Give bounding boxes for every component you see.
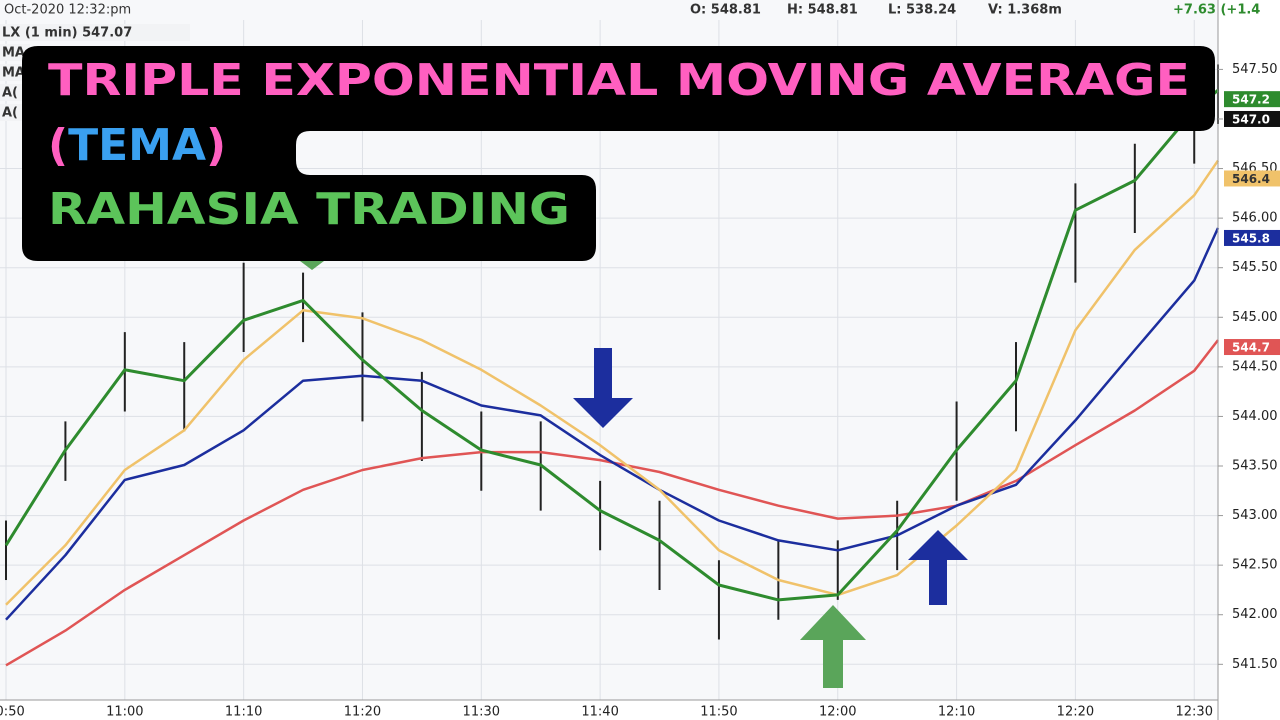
arrow-down (300, 261, 324, 270)
price-tag (1224, 339, 1280, 356)
price-tag-label: 544.7 (1232, 341, 1270, 355)
y-tick-label: 544.50 (1232, 359, 1278, 374)
x-tick-label: 11:10 (225, 705, 262, 720)
x-tick-label: 11:20 (344, 705, 381, 720)
x-tick-label: 12:10 (938, 705, 975, 720)
y-tick-label: 543.50 (1232, 459, 1278, 474)
legend-entry: A( (2, 86, 18, 101)
y-tick-label: 541.50 (1232, 657, 1278, 672)
header-low: L: 538.24 (888, 3, 956, 18)
price-tag (1224, 229, 1280, 246)
price-tag (1224, 91, 1280, 108)
header-open: O: 548.81 (690, 3, 761, 18)
price-tag-label: 547.0 (1232, 112, 1270, 126)
x-tick-label: 12:20 (1057, 705, 1094, 720)
series-line (5, 159, 1220, 606)
series-line (5, 227, 1220, 621)
x-tick-label: 11:50 (700, 705, 737, 720)
x-tick-label: 11:40 (581, 705, 618, 720)
paren: ) (206, 120, 226, 171)
header-date: Oct-2020 12:32:pm (4, 3, 131, 18)
header-change: +7.63 (+1.4 (1173, 3, 1260, 18)
header-high: H: 548.81 (787, 3, 858, 18)
y-tick-label: 545.50 (1232, 260, 1278, 275)
legend-entry: LX (1 min) 547.07 (2, 26, 132, 41)
price-tag-label: 547.2 (1232, 93, 1270, 107)
x-tick-label: 11:30 (463, 705, 500, 720)
y-tick-label: 544.00 (1232, 409, 1278, 424)
legend-entry: A( (2, 106, 18, 121)
title-line2: (TEMA) (48, 120, 226, 171)
price-tag (1224, 170, 1280, 187)
x-tick-label: 10:50 (0, 705, 25, 720)
arrow-up (908, 530, 968, 605)
y-tick-label: 547.50 (1232, 62, 1278, 77)
legend-box (0, 24, 190, 41)
paren: ( (48, 120, 68, 171)
y-tick-label: 542.50 (1232, 558, 1278, 573)
y-tick-label: 542.00 (1232, 607, 1278, 622)
price-tag-label: 545.8 (1232, 231, 1270, 245)
y-tick-label: 545.00 (1232, 310, 1278, 325)
legend-entry: MA (2, 66, 25, 81)
x-tick-label: 12:00 (819, 705, 856, 720)
x-tick-label: 12:30 (1176, 705, 1213, 720)
series-line (4, 89, 1219, 602)
y-tick-label: 546.00 (1232, 211, 1278, 226)
title-box (22, 46, 1215, 261)
title-line1: TRIPLE EXPONENTIAL MOVING AVERAGE (48, 55, 1190, 106)
price-tag-label: 546.4 (1232, 172, 1270, 186)
arrow-down (573, 348, 633, 428)
header-volume: V: 1.368m (988, 3, 1062, 18)
x-tick-label: 11:00 (106, 705, 143, 720)
price-tag (1224, 110, 1280, 127)
legend-entry: MA (2, 46, 25, 61)
tema: TEMA (68, 120, 206, 171)
y-tick-label: 543.00 (1232, 508, 1278, 523)
title-line3: RAHASIA TRADING (48, 184, 570, 235)
arrow-up (800, 605, 866, 688)
